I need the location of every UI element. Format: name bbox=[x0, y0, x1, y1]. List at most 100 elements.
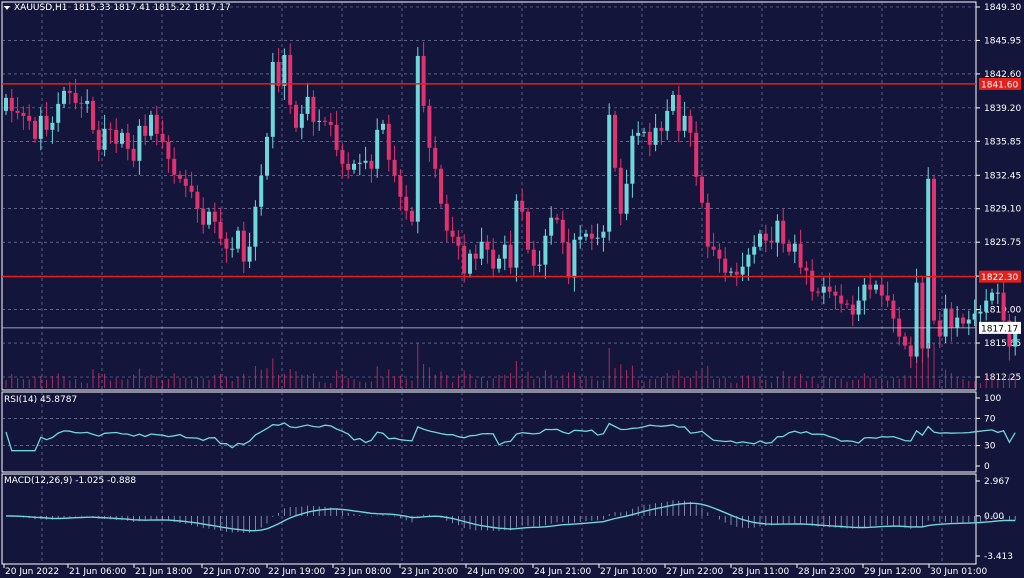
candle-body[interactable] bbox=[601, 231, 606, 238]
candle-body[interactable] bbox=[914, 282, 919, 357]
candle-body[interactable] bbox=[839, 295, 844, 304]
macd-signal-line[interactable] bbox=[5, 502, 1016, 532]
candle-body[interactable] bbox=[943, 308, 948, 337]
candle-body[interactable] bbox=[224, 238, 229, 249]
candle-body[interactable] bbox=[555, 217, 559, 220]
candle-body[interactable] bbox=[711, 246, 716, 250]
candle-body[interactable] bbox=[270, 61, 275, 137]
candle-body[interactable] bbox=[537, 264, 542, 266]
candle-body[interactable] bbox=[549, 217, 554, 236]
candle-body[interactable] bbox=[276, 61, 281, 86]
candle-body[interactable] bbox=[241, 230, 246, 262]
candle-body[interactable] bbox=[746, 254, 751, 267]
candle-body[interactable] bbox=[926, 178, 931, 349]
candle-body[interactable] bbox=[636, 132, 641, 136]
candle-body[interactable] bbox=[456, 236, 461, 246]
candle-body[interactable] bbox=[932, 178, 936, 321]
candle-body[interactable] bbox=[630, 135, 635, 184]
candle-body[interactable] bbox=[473, 253, 478, 259]
candle-body[interactable] bbox=[294, 104, 298, 128]
candle-body[interactable] bbox=[868, 284, 873, 290]
candle-body[interactable] bbox=[381, 123, 385, 130]
candle-body[interactable] bbox=[352, 163, 356, 170]
candle-body[interactable] bbox=[79, 102, 84, 104]
candle-body[interactable] bbox=[787, 243, 791, 252]
candle-body[interactable] bbox=[178, 174, 182, 179]
candle-body[interactable] bbox=[624, 183, 629, 214]
candle-body[interactable] bbox=[218, 221, 223, 239]
candle-body[interactable] bbox=[21, 112, 26, 116]
candle-body[interactable] bbox=[705, 202, 710, 247]
candle-body[interactable] bbox=[937, 320, 942, 337]
candle-body[interactable] bbox=[114, 129, 119, 144]
candle-body[interactable] bbox=[398, 175, 403, 197]
candle-body[interactable] bbox=[908, 345, 913, 357]
candle-body[interactable] bbox=[108, 128, 113, 130]
candle-body[interactable] bbox=[160, 133, 165, 142]
candle-body[interactable] bbox=[955, 317, 960, 328]
candle-body[interactable] bbox=[328, 121, 333, 125]
candle-body[interactable] bbox=[966, 319, 971, 324]
candle-body[interactable] bbox=[357, 162, 362, 164]
candle-body[interactable] bbox=[236, 230, 240, 249]
candle-body[interactable] bbox=[334, 124, 339, 150]
candle-body[interactable] bbox=[125, 132, 130, 149]
candle-body[interactable] bbox=[874, 284, 878, 290]
candle-body[interactable] bbox=[363, 160, 368, 163]
candle-body[interactable] bbox=[201, 208, 206, 225]
candle-body[interactable] bbox=[647, 131, 652, 145]
candle-body[interactable] bbox=[729, 271, 733, 273]
candle-body[interactable] bbox=[502, 244, 507, 259]
candle-body[interactable] bbox=[572, 239, 577, 278]
candle-body[interactable] bbox=[821, 286, 826, 293]
candle-body[interactable] bbox=[659, 127, 664, 131]
candle-body[interactable] bbox=[758, 233, 762, 247]
candle-body[interactable] bbox=[885, 295, 890, 301]
candle-body[interactable] bbox=[688, 115, 693, 133]
candle-body[interactable] bbox=[879, 284, 884, 296]
candle-body[interactable] bbox=[189, 185, 194, 192]
candle-body[interactable] bbox=[450, 230, 455, 237]
candle-body[interactable] bbox=[288, 54, 293, 105]
candle-body[interactable] bbox=[833, 291, 838, 296]
candle-body[interactable] bbox=[792, 243, 797, 252]
candle-body[interactable] bbox=[1001, 292, 1006, 321]
candle-body[interactable] bbox=[50, 122, 55, 130]
candle-body[interactable] bbox=[485, 241, 490, 250]
candle-body[interactable] bbox=[816, 291, 820, 293]
candle-body[interactable] bbox=[439, 168, 443, 204]
candle-body[interactable] bbox=[497, 258, 501, 269]
candle-body[interactable] bbox=[183, 178, 188, 186]
candle-body[interactable] bbox=[671, 94, 675, 111]
candle-body[interactable] bbox=[4, 97, 8, 111]
candle-body[interactable] bbox=[102, 128, 107, 150]
candle-body[interactable] bbox=[1013, 327, 1018, 347]
candle-body[interactable] bbox=[479, 241, 484, 259]
candle-body[interactable] bbox=[891, 300, 896, 319]
candle-body[interactable] bbox=[137, 125, 142, 161]
candle-body[interactable] bbox=[91, 100, 95, 130]
candle-body[interactable] bbox=[763, 233, 768, 241]
candle-body[interactable] bbox=[520, 200, 525, 212]
candle-body[interactable] bbox=[990, 292, 994, 301]
candle-body[interactable] bbox=[682, 115, 687, 131]
candle-body[interactable] bbox=[410, 210, 414, 222]
candle-body[interactable] bbox=[618, 167, 623, 214]
candle-body[interactable] bbox=[369, 160, 374, 169]
candle-body[interactable] bbox=[195, 191, 200, 209]
candle-body[interactable] bbox=[984, 300, 989, 312]
candle-body[interactable] bbox=[740, 266, 745, 275]
candle-body[interactable] bbox=[311, 96, 316, 122]
candle-body[interactable] bbox=[282, 54, 287, 86]
candle-body[interactable] bbox=[433, 147, 438, 169]
candle-body[interactable] bbox=[207, 211, 211, 225]
candle-body[interactable] bbox=[694, 132, 699, 177]
candle-body[interactable] bbox=[27, 115, 32, 121]
candle-body[interactable] bbox=[665, 110, 670, 131]
candle-body[interactable] bbox=[230, 248, 235, 250]
candle-body[interactable] bbox=[172, 158, 177, 175]
candle-body[interactable] bbox=[386, 123, 391, 160]
candle-body[interactable] bbox=[642, 131, 646, 133]
candle-body[interactable] bbox=[903, 336, 907, 346]
